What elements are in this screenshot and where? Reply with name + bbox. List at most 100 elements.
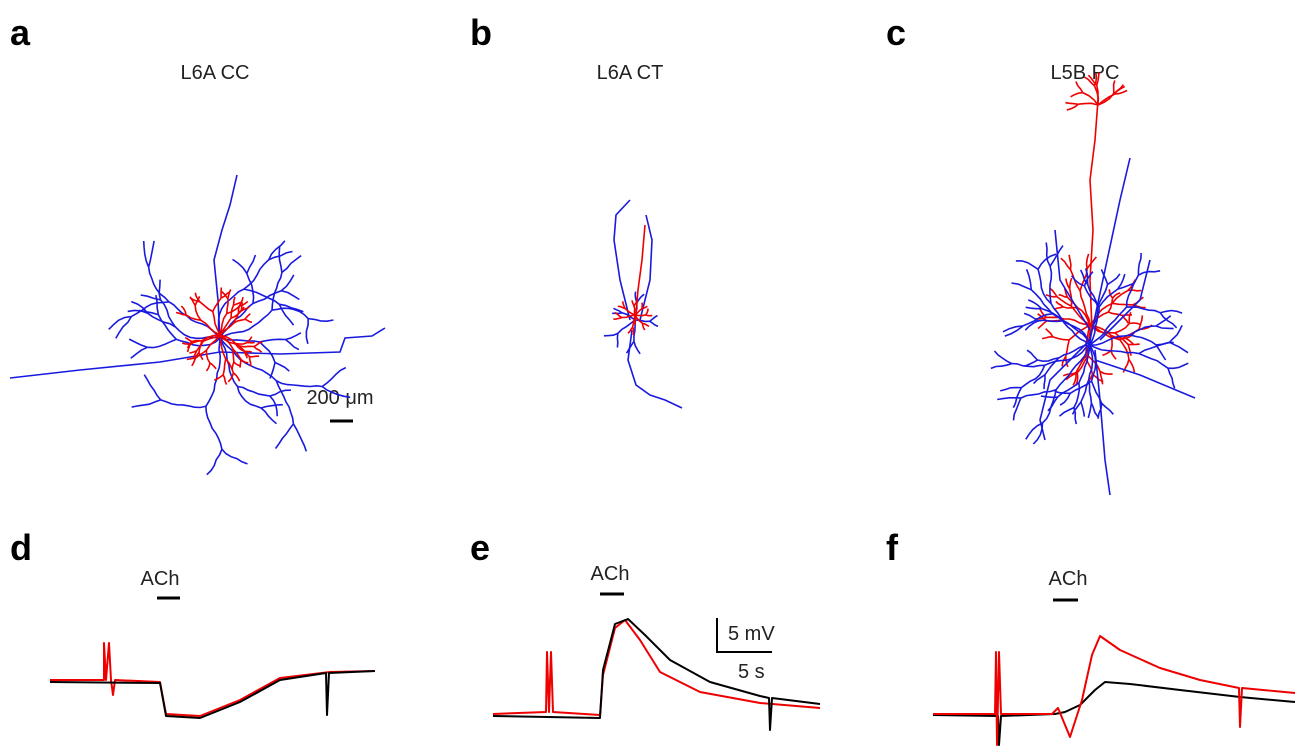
neurite bbox=[1155, 325, 1174, 330]
neurite bbox=[1032, 422, 1044, 445]
neurite bbox=[9, 327, 386, 379]
neurite bbox=[201, 334, 221, 342]
neurite bbox=[1097, 92, 1115, 106]
neurite bbox=[200, 319, 221, 336]
neurite bbox=[260, 403, 283, 409]
neurite bbox=[268, 250, 293, 261]
neurite bbox=[219, 337, 277, 382]
neurite bbox=[1094, 349, 1111, 496]
neurite bbox=[280, 274, 295, 292]
neurite bbox=[1020, 364, 1046, 389]
drug-label: ACh bbox=[1049, 568, 1088, 590]
neurite bbox=[634, 314, 643, 324]
neurite bbox=[1155, 344, 1167, 361]
neurite bbox=[232, 258, 248, 274]
neurite bbox=[1138, 315, 1144, 330]
neurite bbox=[1024, 359, 1038, 368]
neurite bbox=[127, 309, 148, 314]
panel-letter: e bbox=[470, 527, 490, 568]
neurite bbox=[189, 339, 203, 346]
neurite bbox=[253, 345, 263, 353]
neurite bbox=[1127, 289, 1142, 292]
trace bbox=[50, 642, 376, 717]
neurite bbox=[1071, 401, 1082, 415]
neurite bbox=[1093, 73, 1098, 86]
neurite bbox=[1068, 254, 1072, 270]
neurite bbox=[1128, 311, 1132, 324]
neurite bbox=[1167, 362, 1189, 370]
neurite bbox=[631, 314, 636, 328]
neurite bbox=[155, 294, 160, 315]
neurite bbox=[227, 372, 235, 383]
neurite bbox=[1085, 253, 1090, 269]
neurite bbox=[625, 340, 635, 354]
neurite bbox=[1107, 298, 1114, 313]
neurite bbox=[1089, 344, 1097, 382]
neurite bbox=[1056, 296, 1072, 307]
neurite bbox=[634, 314, 646, 317]
neurite bbox=[248, 356, 252, 367]
neurite bbox=[186, 357, 196, 361]
neurite bbox=[1089, 344, 1140, 355]
neurite bbox=[225, 298, 229, 314]
neurite bbox=[1087, 344, 1094, 381]
neurite bbox=[157, 314, 177, 340]
neurite bbox=[1066, 103, 1079, 111]
scale-label: 200 μm bbox=[306, 387, 373, 409]
neurite bbox=[1089, 157, 1131, 341]
neurite bbox=[617, 319, 636, 334]
neurite bbox=[259, 341, 276, 363]
neurite bbox=[158, 279, 162, 301]
neurite bbox=[1093, 85, 1100, 106]
neurite bbox=[189, 297, 201, 303]
neurite bbox=[1087, 355, 1101, 372]
neurite bbox=[292, 423, 308, 452]
neurite bbox=[1045, 328, 1054, 338]
neurite bbox=[147, 338, 177, 349]
neurite bbox=[627, 329, 683, 409]
neurite bbox=[221, 448, 248, 465]
neuron-morphologies bbox=[9, 72, 1196, 496]
neurite bbox=[1058, 293, 1068, 299]
neurite bbox=[1063, 306, 1078, 309]
neurite bbox=[212, 311, 221, 336]
neurite bbox=[1050, 303, 1091, 346]
neurite bbox=[195, 349, 207, 359]
neurite bbox=[219, 334, 240, 347]
neurite bbox=[275, 380, 295, 424]
neurite bbox=[233, 361, 242, 367]
neurite bbox=[1078, 344, 1091, 384]
neurite bbox=[1044, 344, 1091, 367]
neurite bbox=[1114, 332, 1129, 346]
neurite bbox=[1033, 374, 1046, 385]
neurite bbox=[219, 322, 235, 336]
neurite bbox=[1030, 289, 1054, 315]
neurite bbox=[1126, 306, 1161, 314]
neurite bbox=[159, 299, 177, 328]
neurite bbox=[184, 336, 193, 343]
scale-bar bbox=[716, 618, 772, 653]
neurite bbox=[1090, 402, 1099, 418]
neurite bbox=[1037, 253, 1057, 270]
neurite bbox=[1027, 299, 1043, 310]
neurite bbox=[1160, 309, 1183, 314]
neurite bbox=[631, 300, 635, 307]
neurite bbox=[1099, 259, 1151, 341]
neurite bbox=[1070, 275, 1085, 287]
neurite bbox=[1129, 322, 1141, 326]
neurite bbox=[1090, 334, 1131, 346]
neurite bbox=[1064, 318, 1091, 326]
panel-title: L5B PC bbox=[1051, 62, 1120, 84]
neurite bbox=[237, 304, 241, 313]
neurite bbox=[649, 320, 659, 328]
neurite bbox=[645, 314, 653, 317]
neurite bbox=[268, 240, 286, 261]
neurite bbox=[252, 289, 282, 305]
neurite bbox=[990, 362, 1013, 370]
scale-label: 5 mV bbox=[728, 623, 775, 645]
neurite bbox=[192, 350, 198, 358]
neurite bbox=[633, 300, 639, 307]
neurite bbox=[232, 372, 241, 382]
neurite bbox=[1052, 313, 1091, 346]
